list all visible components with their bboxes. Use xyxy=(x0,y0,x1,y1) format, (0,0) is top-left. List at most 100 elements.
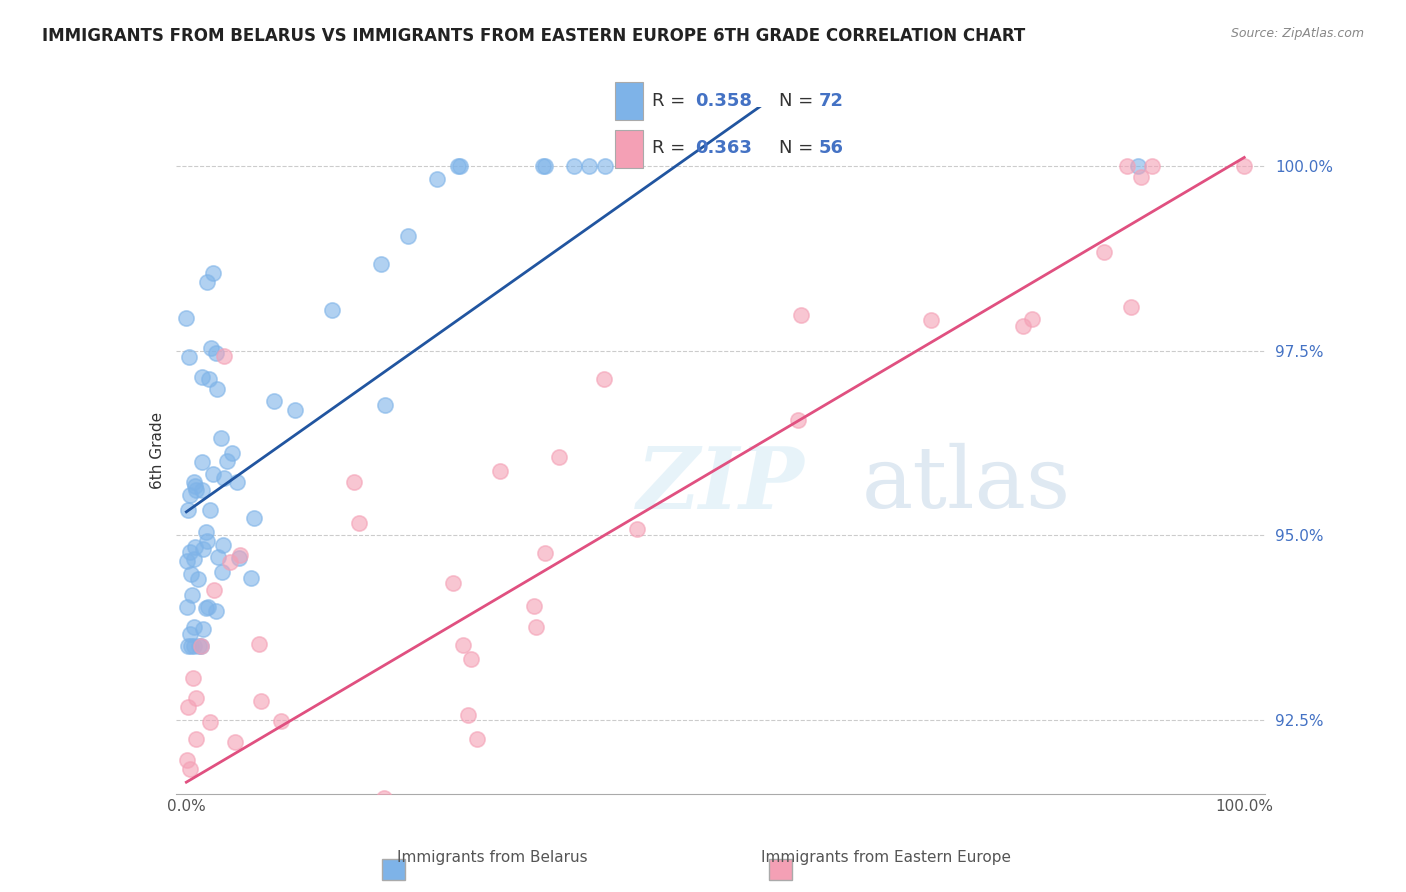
Immigrants from Eastern Europe xyxy=(489,464,512,478)
Text: 56: 56 xyxy=(818,139,844,157)
Immigrants from Belarus xyxy=(176,554,198,568)
Immigrants from Eastern Europe xyxy=(378,829,401,843)
Immigrants from Eastern Europe xyxy=(524,620,547,634)
Immigrants from Eastern Europe xyxy=(343,475,366,490)
Immigrants from Eastern Europe xyxy=(1021,312,1043,326)
Immigrants from Belarus xyxy=(534,159,557,173)
Immigrants from Belarus xyxy=(562,159,585,173)
Text: R =: R = xyxy=(652,139,690,157)
Text: 0.363: 0.363 xyxy=(695,139,752,157)
Immigrants from Eastern Europe xyxy=(222,798,245,813)
Immigrants from Belarus xyxy=(205,383,228,397)
Immigrants from Belarus xyxy=(191,542,214,557)
Immigrants from Belarus xyxy=(187,572,209,586)
Text: ZIP: ZIP xyxy=(637,443,804,526)
Immigrants from Eastern Europe xyxy=(373,790,395,805)
Immigrants from Belarus xyxy=(176,310,198,325)
Immigrants from Belarus xyxy=(191,370,214,384)
Immigrants from Belarus xyxy=(186,483,208,497)
Text: R =: R = xyxy=(652,93,690,111)
Immigrants from Eastern Europe xyxy=(270,714,292,729)
Immigrants from Belarus xyxy=(217,453,239,467)
Immigrants from Belarus xyxy=(177,350,200,364)
Immigrants from Belarus xyxy=(374,399,396,413)
Immigrants from Belarus xyxy=(426,172,449,186)
Immigrants from Belarus xyxy=(179,488,201,502)
Immigrants from Belarus xyxy=(205,346,228,360)
Immigrants from Belarus xyxy=(183,620,205,634)
Immigrants from Belarus xyxy=(284,403,307,417)
Immigrants from Eastern Europe xyxy=(184,691,207,706)
Immigrants from Belarus xyxy=(177,639,200,653)
Immigrants from Eastern Europe xyxy=(409,835,432,849)
Bar xyxy=(614,130,643,168)
Immigrants from Eastern Europe xyxy=(1140,159,1163,173)
Immigrants from Eastern Europe xyxy=(451,638,474,652)
Immigrants from Eastern Europe xyxy=(593,372,616,386)
Immigrants from Belarus xyxy=(184,541,207,555)
Text: Immigrants from Eastern Europe: Immigrants from Eastern Europe xyxy=(761,850,1011,865)
Immigrants from Eastern Europe xyxy=(190,639,212,653)
Immigrants from Belarus xyxy=(190,483,212,498)
Immigrants from Belarus xyxy=(190,639,212,653)
Immigrants from Belarus xyxy=(180,588,202,602)
Immigrants from Eastern Europe xyxy=(181,671,204,685)
Immigrants from Belarus xyxy=(183,551,205,566)
Immigrants from Eastern Europe xyxy=(920,313,942,327)
Immigrants from Eastern Europe xyxy=(1119,301,1142,315)
Immigrants from Eastern Europe xyxy=(349,516,371,530)
Immigrants from Belarus xyxy=(195,601,218,615)
Immigrants from Eastern Europe xyxy=(441,576,464,591)
Immigrants from Belarus xyxy=(321,302,343,317)
Immigrants from Belarus xyxy=(211,538,233,552)
Immigrants from Belarus xyxy=(195,533,218,548)
Immigrants from Eastern Europe xyxy=(204,582,226,597)
Immigrants from Belarus xyxy=(578,159,600,173)
Immigrants from Belarus xyxy=(177,503,200,517)
Immigrants from Eastern Europe xyxy=(212,349,235,363)
Immigrants from Belarus xyxy=(179,544,201,558)
Immigrants from Belarus xyxy=(240,571,263,585)
Immigrants from Belarus xyxy=(190,455,212,469)
Immigrants from Belarus xyxy=(179,626,201,640)
Immigrants from Belarus xyxy=(183,475,205,489)
Immigrants from Eastern Europe xyxy=(460,652,482,666)
Immigrants from Belarus xyxy=(263,394,285,409)
Immigrants from Belarus xyxy=(226,475,249,489)
Bar xyxy=(769,859,792,880)
Immigrants from Belarus xyxy=(202,467,225,481)
Immigrants from Eastern Europe xyxy=(534,546,557,560)
Immigrants from Eastern Europe xyxy=(247,637,270,651)
Immigrants from Eastern Europe xyxy=(368,808,391,822)
Immigrants from Belarus xyxy=(194,524,217,539)
Immigrants from Eastern Europe xyxy=(548,450,571,464)
Immigrants from Eastern Europe xyxy=(224,735,246,749)
Immigrants from Belarus xyxy=(531,159,554,173)
Immigrants from Eastern Europe xyxy=(523,599,546,614)
Immigrants from Eastern Europe xyxy=(465,731,488,746)
Text: atlas: atlas xyxy=(862,443,1071,526)
Immigrants from Belarus xyxy=(176,599,198,614)
Immigrants from Belarus xyxy=(593,159,616,173)
Immigrants from Belarus xyxy=(191,622,214,636)
Immigrants from Belarus xyxy=(183,479,205,493)
Immigrants from Eastern Europe xyxy=(626,522,648,536)
Immigrants from Belarus xyxy=(396,229,419,244)
Immigrants from Eastern Europe xyxy=(229,548,252,562)
Immigrants from Belarus xyxy=(197,372,219,386)
Immigrants from Eastern Europe xyxy=(198,714,221,729)
Immigrants from Belarus xyxy=(183,639,205,653)
Immigrants from Eastern Europe xyxy=(235,830,257,844)
Text: 72: 72 xyxy=(818,93,844,111)
Immigrants from Eastern Europe xyxy=(219,556,242,570)
Bar xyxy=(382,859,405,880)
Text: Immigrants from Belarus: Immigrants from Belarus xyxy=(396,850,588,865)
Immigrants from Belarus xyxy=(447,159,470,173)
Immigrants from Eastern Europe xyxy=(1012,318,1035,333)
Immigrants from Belarus xyxy=(200,341,222,355)
Text: N =: N = xyxy=(779,93,818,111)
Immigrants from Eastern Europe xyxy=(246,851,269,865)
Immigrants from Belarus xyxy=(201,266,224,280)
Immigrants from Belarus xyxy=(198,502,221,516)
Immigrants from Eastern Europe xyxy=(1092,244,1115,259)
